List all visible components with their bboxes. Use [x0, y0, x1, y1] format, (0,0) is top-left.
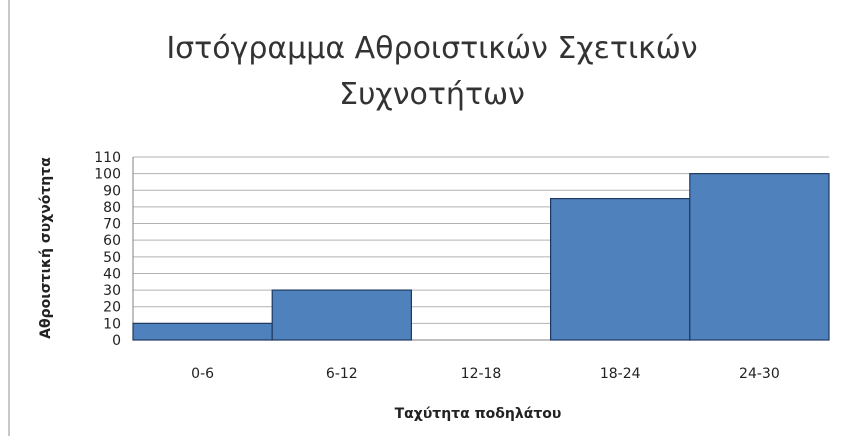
y-tick-label: 50 [103, 250, 121, 266]
x-tick-label: 18-24 [600, 366, 641, 382]
x-tick-label: 12-18 [461, 366, 502, 382]
gridlines [132, 156, 829, 341]
y-tick-label: 60 [103, 233, 121, 249]
y-tick-label: 30 [103, 283, 121, 299]
bars [132, 173, 830, 341]
bar [132, 322, 273, 341]
x-tick-labels: 0-6 6-12 12-18 18-24 24-30 [191, 366, 780, 382]
y-axis-title: Αθροιστική συχνότητα [38, 157, 54, 339]
x-tick-label: 24-30 [739, 366, 780, 382]
y-tick-label: 90 [103, 183, 121, 199]
y-tick-label: 40 [103, 266, 121, 282]
chart-title-line-1: Ιστόγραμμα Αθροιστικών Σχετικών [166, 31, 697, 66]
y-tick-label: 110 [94, 150, 121, 166]
y-tick-label: 70 [103, 217, 121, 233]
y-tick-label: 0 [112, 333, 121, 349]
x-tick-label: 6-12 [326, 366, 358, 382]
y-tick-label: 20 [103, 300, 121, 316]
chart-title-line-2: Συχνοτήτων [339, 77, 525, 112]
x-tick-label: 0-6 [191, 366, 214, 382]
bar [689, 173, 830, 341]
x-axis-title: Ταχύτητα ποδηλάτου [395, 406, 562, 422]
y-tick-label: 100 [94, 167, 121, 183]
bar [271, 289, 413, 341]
y-tick-label: 10 [103, 316, 121, 332]
bar [549, 197, 691, 341]
y-tick-label: 80 [103, 200, 121, 216]
